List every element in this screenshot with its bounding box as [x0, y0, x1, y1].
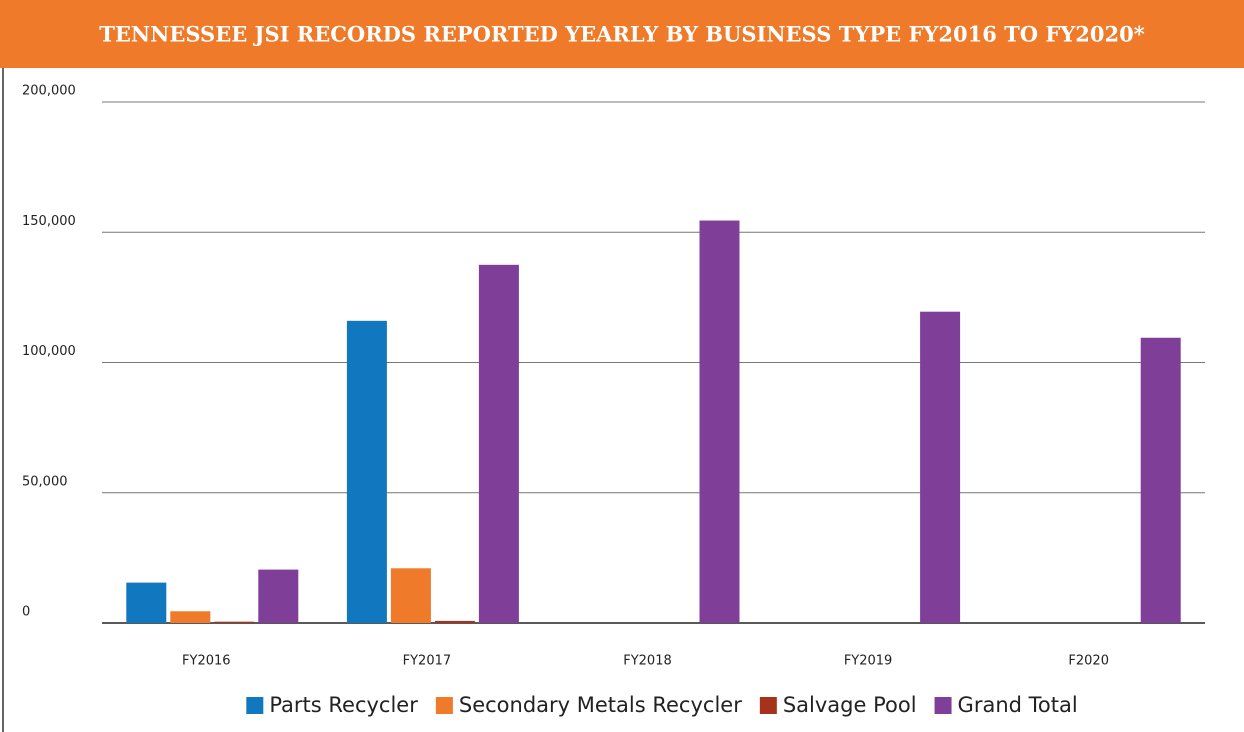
bar: [170, 611, 211, 623]
bar: [346, 320, 387, 623]
bar: [258, 569, 299, 623]
x-tick-label: FY2017: [403, 654, 452, 669]
y-tick-label: 150,000: [22, 214, 76, 229]
y-tick-label: 100,000: [22, 344, 76, 359]
header-bar: [0, 0, 1244, 68]
y-tick-label: 0: [22, 605, 30, 620]
x-tick-label: FY2016: [182, 654, 231, 669]
legend-swatch: [246, 697, 264, 714]
bar: [699, 220, 740, 623]
bar: [390, 568, 431, 623]
legend-label: Salvage Pool: [783, 693, 917, 717]
legend-label: Secondary Metals Recycler: [459, 693, 742, 717]
bar: [478, 264, 519, 623]
legend-swatch: [435, 697, 453, 714]
bar: [920, 311, 961, 623]
x-tick-label: F2020: [1068, 654, 1109, 669]
bar: [434, 620, 475, 623]
x-tick-label: FY2019: [844, 654, 893, 669]
legend-swatch: [759, 697, 777, 714]
legend-label: Grand Total: [958, 693, 1078, 717]
chart-title: TENNESSEE JSI RECORDS REPORTED YEARLY BY…: [99, 22, 1144, 47]
bar: [126, 582, 167, 623]
y-tick-label: 50,000: [22, 474, 68, 489]
bar: [214, 621, 255, 623]
legend-label: Parts Recycler: [269, 693, 418, 717]
legend-swatch: [934, 697, 952, 714]
x-tick-label: FY2018: [623, 654, 672, 669]
bar: [1140, 337, 1181, 623]
y-tick-label: 200,000: [22, 84, 76, 99]
